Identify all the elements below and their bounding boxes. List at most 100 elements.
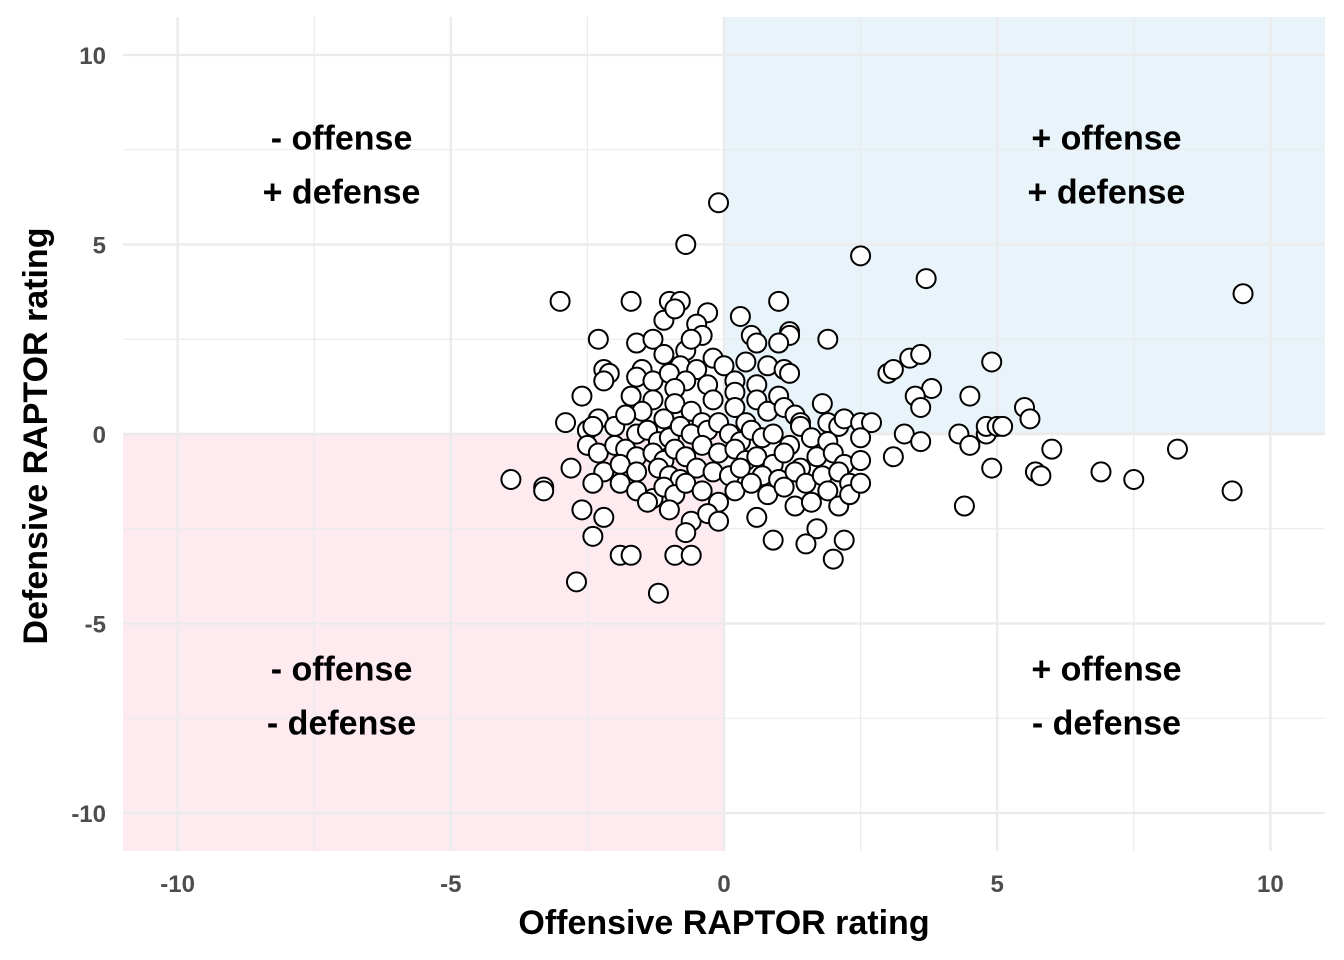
data-point (1123, 468, 1145, 490)
x-tick-label: 0 (717, 871, 730, 898)
data-point (882, 446, 904, 468)
data-point (500, 468, 522, 490)
data-point (729, 305, 751, 327)
quadrant-label-top-left: - offense + defense (263, 120, 421, 212)
quadrant-label-bottom-left: - offense - defense (267, 650, 416, 742)
quadrant-label-line: + offense (1031, 650, 1181, 688)
quadrant-label-top-right: + offense + defense (1028, 120, 1186, 212)
data-point (582, 415, 604, 437)
y-tick-label: 0 (93, 422, 106, 449)
data-point (735, 351, 757, 373)
y-tick-label: 5 (93, 232, 106, 259)
data-point (811, 393, 833, 415)
data-point (653, 343, 675, 365)
data-point (746, 332, 768, 354)
quadrant-label-bottom-right: + offense - defense (1031, 650, 1181, 742)
data-point (708, 192, 730, 214)
data-point (691, 480, 713, 502)
data-point (806, 518, 828, 540)
data-point (729, 457, 751, 479)
data-point (675, 522, 697, 544)
data-point (637, 491, 659, 513)
data-point (833, 529, 855, 551)
data-point (620, 544, 642, 566)
data-point (593, 370, 615, 392)
data-point (1166, 438, 1188, 460)
data-point (773, 442, 795, 464)
data-point (555, 412, 577, 434)
data-point (1090, 461, 1112, 483)
data-point (1221, 480, 1243, 502)
data-point (571, 499, 593, 521)
data-point (642, 328, 664, 350)
data-point (615, 404, 637, 426)
quadrant-shading (123, 17, 1325, 851)
quadrant-label-line: - offense (271, 650, 413, 688)
data-point (768, 332, 790, 354)
data-point (1232, 283, 1254, 305)
quadrant-label-line: - offense (271, 120, 413, 158)
data-point (740, 472, 762, 494)
data-point (724, 396, 746, 418)
data-point (795, 533, 817, 555)
quadrant-shade-negative (123, 434, 724, 851)
quadrant-label-line: - defense (1032, 704, 1181, 742)
data-point (850, 472, 872, 494)
y-axis-title: Defensive RAPTOR rating (17, 228, 55, 645)
quadrant-label-line: + offense (1031, 120, 1181, 158)
x-tick-label: 5 (991, 871, 1004, 898)
data-point (533, 480, 555, 502)
data-point (817, 480, 839, 502)
x-axis-title: Offensive RAPTOR rating (518, 904, 929, 942)
data-point (664, 298, 686, 320)
data-point (565, 571, 587, 593)
data-point (768, 290, 790, 312)
data-point (910, 431, 932, 453)
data-point (959, 434, 981, 456)
data-point (992, 415, 1014, 437)
data-point (713, 355, 735, 377)
data-point (675, 233, 697, 255)
data-point (620, 290, 642, 312)
data-point (850, 245, 872, 267)
data-point (1030, 465, 1052, 487)
data-point (1019, 408, 1041, 430)
data-point (959, 385, 981, 407)
data-point (981, 457, 1003, 479)
data-point (658, 499, 680, 521)
data-point (708, 510, 730, 532)
data-point (647, 582, 669, 604)
data-point (953, 495, 975, 517)
data-point (549, 290, 571, 312)
x-tick-label: -5 (440, 871, 461, 898)
data-point (620, 385, 642, 407)
y-tick-label: 10 (79, 43, 106, 70)
data-point (773, 476, 795, 498)
axis-ticks: -10 -5 0 5 10 -10 -5 0 5 10 (71, 43, 1283, 898)
data-point (560, 457, 582, 479)
data-point (981, 351, 1003, 373)
data-point (702, 389, 724, 411)
data-point (882, 359, 904, 381)
data-point (800, 491, 822, 513)
data-point (680, 328, 702, 350)
data-point (680, 544, 702, 566)
data-point (626, 461, 648, 483)
data-point (582, 525, 604, 547)
data-point (593, 506, 615, 528)
data-point (1041, 438, 1063, 460)
data-point (910, 396, 932, 418)
data-point (746, 506, 768, 528)
x-tick-label: 10 (1257, 871, 1284, 898)
data-point (582, 472, 604, 494)
data-point (779, 362, 801, 384)
quadrant-shade-positive (724, 17, 1325, 434)
quadrant-label-line: - defense (267, 704, 416, 742)
data-point (915, 268, 937, 290)
quadrant-label-line: + defense (263, 174, 421, 212)
data-point (571, 385, 593, 407)
y-tick-label: -5 (85, 612, 106, 639)
data-point (762, 423, 784, 445)
data-point (910, 343, 932, 365)
